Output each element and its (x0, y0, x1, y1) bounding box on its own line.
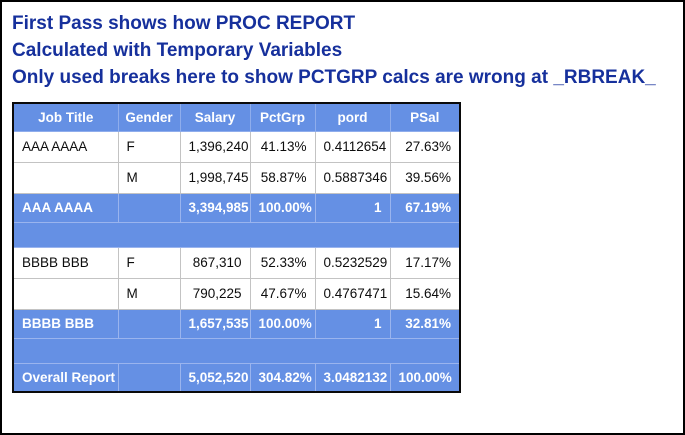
cell-gender (117, 362, 181, 393)
separator-cell (12, 337, 461, 364)
cell-job-title: AAA AAAA (12, 192, 119, 223)
cell-salary: 867,310 (179, 246, 251, 279)
cell-job-title: BBBB BBB (12, 246, 119, 279)
cell-psal: 32.81% (389, 308, 461, 339)
table-row: AAA AAAA F 1,396,240 41.13% 0.4112654 27.63% (12, 130, 461, 163)
title-line-3: Only used breaks here to show PCTGRP cal… (12, 67, 656, 88)
cell-pord: 0.5887346 (314, 161, 391, 194)
cell-job-title (12, 161, 119, 194)
report-table: Job Title Gender Salary PctGrp pord PSal AAA … (12, 102, 461, 393)
cell-pctgrp: 100.00% (249, 308, 316, 339)
cell-salary: 1,396,240 (179, 130, 251, 163)
report-table-body: AAA AAAA F 1,396,240 41.13% 0.4112654 27.63% M… (12, 130, 461, 393)
cell-pctgrp: 100.00% (249, 192, 316, 223)
cell-salary: 790,225 (179, 277, 251, 310)
cell-gender: M (117, 161, 181, 194)
cell-salary: 1,657,535 (179, 308, 251, 339)
summary-row: AAA AAAA 3,394,985 100.00% 1 67.19% (12, 192, 461, 223)
separator-row (12, 221, 461, 248)
column-header-pord: pord (314, 102, 391, 132)
cell-job-title: Overall Report (12, 362, 119, 393)
cell-pctgrp: 52.33% (249, 246, 316, 279)
header-row: Job Title Gender Salary PctGrp pord PSal (12, 102, 461, 132)
cell-psal: 39.56% (389, 161, 461, 194)
cell-pctgrp: 47.67% (249, 277, 316, 310)
cell-job-title: BBBB BBB (12, 308, 119, 339)
column-header-salary: Salary (179, 102, 251, 132)
cell-gender (117, 192, 181, 223)
cell-pctgrp: 304.82% (249, 362, 316, 393)
separator-row (12, 337, 461, 364)
summary-row: Overall Report 5,052,520 304.82% 3.0482132 1… (12, 362, 461, 393)
column-header-job-title: Job Title (12, 102, 119, 132)
cell-pord: 1 (314, 192, 391, 223)
cell-pord: 0.4767471 (314, 277, 391, 310)
cell-pord: 3.0482132 (314, 362, 391, 393)
cell-psal: 15.64% (389, 277, 461, 310)
title-line-2: Calculated with Temporary Variables (12, 40, 343, 61)
column-header-gender: Gender (117, 102, 181, 132)
cell-job-title: AAA AAAA (12, 130, 119, 163)
table-row: BBBB BBB F 867,310 52.33% 0.5232529 17.17% (12, 246, 461, 279)
column-header-pctgrp: PctGrp (249, 102, 316, 132)
cell-salary: 3,394,985 (179, 192, 251, 223)
title-line-1: First Pass shows how PROC REPORT (12, 13, 356, 34)
cell-pctgrp: 58.87% (249, 161, 316, 194)
cell-psal: 100.00% (389, 362, 461, 393)
cell-job-title (12, 277, 119, 310)
cell-psal: 27.63% (389, 130, 461, 163)
cell-psal: 17.17% (389, 246, 461, 279)
cell-gender: F (117, 130, 181, 163)
cell-psal: 67.19% (389, 192, 461, 223)
table-row: M 1,998,745 58.87% 0.5887346 39.56% (12, 161, 461, 194)
cell-pord: 1 (314, 308, 391, 339)
report-title-block: First Pass shows how PROC REPORT Calcula… (12, 10, 683, 91)
cell-gender (117, 308, 181, 339)
cell-pctgrp: 41.13% (249, 130, 316, 163)
column-header-psal: PSal (389, 102, 461, 132)
cell-salary: 1,998,745 (179, 161, 251, 194)
cell-gender: M (117, 277, 181, 310)
separator-cell (12, 221, 461, 248)
cell-pord: 0.5232529 (314, 246, 391, 279)
table-row: M 790,225 47.67% 0.4767471 15.64% (12, 277, 461, 310)
summary-row: BBBB BBB 1,657,535 100.00% 1 32.81% (12, 308, 461, 339)
cell-salary: 5,052,520 (179, 362, 251, 393)
cell-pord: 0.4112654 (314, 130, 391, 163)
cell-gender: F (117, 246, 181, 279)
